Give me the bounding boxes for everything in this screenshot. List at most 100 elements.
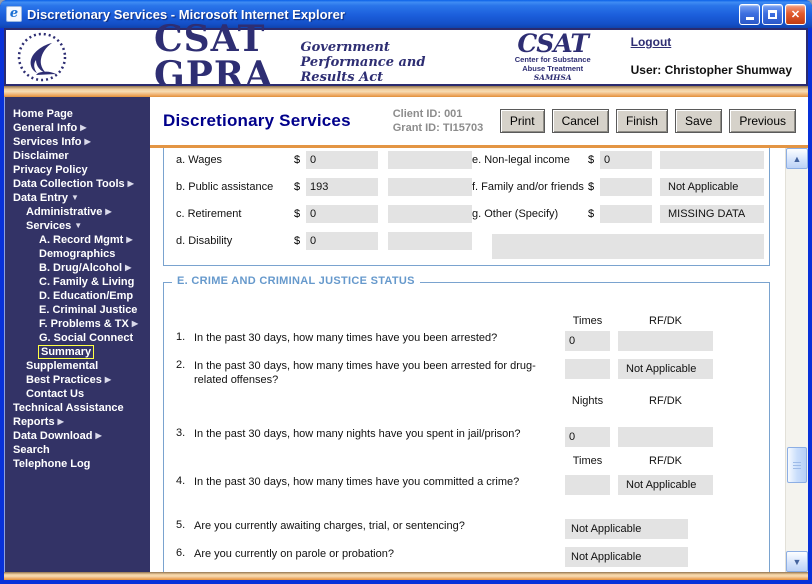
client-id-label: Client ID: 001	[392, 108, 463, 120]
titlebar[interactable]: e Discretionary Services - Microsoft Int…	[0, 0, 812, 28]
sidebar-item-g-social-connect[interactable]: G. Social Connect	[5, 331, 150, 345]
sidebar-item-label: Technical Assistance	[13, 402, 124, 414]
rfdk-field[interactable]: Not Applicable	[618, 359, 713, 379]
rfdk-field[interactable]	[618, 331, 713, 351]
sidebar-item-label: Home Page	[13, 108, 73, 120]
rfdk-field[interactable]: Not Applicable	[618, 475, 713, 495]
vertical-scrollbar[interactable]: ▲ ▼	[785, 148, 808, 572]
field-label: e. Non-legal income	[472, 154, 570, 166]
sidebar-item-f-problems-tx[interactable]: F. Problems & TX ▶	[5, 317, 150, 331]
sidebar-item-contact-us[interactable]: Contact Us	[5, 387, 150, 401]
cancel-button[interactable]: Cancel	[551, 109, 609, 133]
rfdk-field[interactable]: MISSING DATA	[660, 205, 764, 223]
minimize-button[interactable]	[739, 3, 760, 25]
scrollbar-track[interactable]	[786, 169, 808, 551]
sidebar-item-a-record-mgmt[interactable]: A. Record Mgmt ▶	[5, 233, 150, 247]
sidebar-item-reports[interactable]: Reports ▶	[5, 415, 150, 429]
rfdk-field[interactable]: Not Applicable	[660, 178, 764, 196]
sidebar-item-data-entry[interactable]: Data Entry ▼	[5, 191, 150, 205]
sidebar-item-e-criminal-justice[interactable]: E. Criminal Justice	[5, 303, 150, 317]
toolbar: Print Cancel Finish Save Previous	[499, 109, 796, 133]
sidebar-item-telephone-log[interactable]: Telephone Log	[5, 457, 150, 471]
value-field[interactable]: 0	[565, 427, 610, 447]
times-header: Times	[572, 455, 603, 467]
sidebar-item-search[interactable]: Search	[5, 443, 150, 457]
sidebar-item-disclaimer[interactable]: Disclaimer	[5, 149, 150, 163]
sidebar-item-general-info[interactable]: General Info ▶	[5, 121, 150, 135]
sidebar-item-data-download[interactable]: Data Download ▶	[5, 429, 150, 443]
amount-field[interactable]	[600, 205, 652, 223]
sidebar-item-services[interactable]: Services ▼	[5, 219, 150, 233]
sidebar-item-label: B. Drug/Alcohol	[39, 262, 123, 274]
amount-field[interactable]	[600, 178, 652, 196]
scroll-up-button[interactable]: ▲	[786, 148, 808, 169]
logout-link[interactable]: Logout	[630, 35, 672, 49]
value-field[interactable]: Not Applicable	[565, 547, 688, 567]
sidebar-item-d-education-emp[interactable]: D. Education/Emp	[5, 289, 150, 303]
user-label: User: Christopher Shumway	[630, 63, 792, 77]
sidebar-item-privacy-policy[interactable]: Privacy Policy	[5, 163, 150, 177]
sidebar-item-technical-assistance[interactable]: Technical Assistance	[5, 401, 150, 415]
sidebar-item-home-page[interactable]: Home Page	[5, 107, 150, 121]
sidebar-item-best-practices[interactable]: Best Practices ▶	[5, 373, 150, 387]
crime-section-legend: E. CRIME AND CRIMINAL JUSTICE STATUS	[172, 275, 420, 287]
income-row-c-retirement: c. Retirement $0	[176, 205, 472, 223]
sidebar-item-demographics[interactable]: Demographics	[5, 247, 150, 261]
other-specify-field[interactable]	[492, 234, 764, 259]
sidebar-item-administrative[interactable]: Administrative ▶	[5, 205, 150, 219]
rfdk-header: RF/DK	[649, 395, 682, 407]
sidebar-item-summary[interactable]: Summary	[5, 345, 150, 359]
scroll-down-button[interactable]: ▼	[786, 551, 808, 572]
rfdk-field[interactable]	[388, 205, 472, 223]
value-field[interactable]: 0	[565, 331, 610, 351]
chevron-right-icon: ▶	[80, 123, 87, 132]
sidebar-item-label: Supplemental	[26, 360, 99, 372]
rfdk-field[interactable]	[388, 151, 472, 169]
print-button[interactable]: Print	[499, 109, 545, 133]
rfdk-field[interactable]	[388, 178, 472, 196]
field-label: c. Retirement	[176, 208, 242, 220]
column-headers: Times RF/DK	[565, 455, 715, 471]
amount-field[interactable]: 193	[306, 178, 378, 196]
amount-field[interactable]: 0	[306, 151, 378, 169]
window-title: Discretionary Services - Microsoft Inter…	[27, 6, 345, 22]
value-field[interactable]	[565, 475, 610, 495]
sidebar-item-data-collection-tools[interactable]: Data Collection Tools ▶	[5, 177, 150, 191]
question-number: 1.	[176, 331, 186, 343]
arrow-down-icon: ▼	[792, 556, 802, 567]
accent-bar-bottom	[4, 572, 808, 580]
field-label: f. Family and/or friends	[472, 181, 584, 193]
sidebar-item-label: Privacy Policy	[13, 164, 88, 176]
question-number: 5.	[176, 519, 186, 531]
sidebar-item-b-drug-alcohol[interactable]: B. Drug/Alcohol ▶	[5, 261, 150, 275]
amount-field[interactable]: 0	[600, 151, 652, 169]
sidebar-item-supplemental[interactable]: Supplemental	[5, 359, 150, 373]
income-row-e-non-legal-income: e. Non-legal income $0	[472, 151, 764, 169]
internet-explorer-icon: e	[6, 6, 22, 22]
field-label: g. Other (Specify)	[472, 208, 559, 220]
value-field[interactable]: Not Applicable	[565, 519, 688, 539]
rfdk-header: RF/DK	[649, 315, 682, 327]
rfdk-field[interactable]	[660, 151, 764, 169]
sidebar-item-c-family-living[interactable]: C. Family & Living	[5, 275, 150, 289]
value-field[interactable]	[565, 359, 610, 379]
brand-subtitle: Government Performance and Results Act	[300, 40, 426, 85]
amount-field[interactable]: 0	[306, 205, 378, 223]
rfdk-field[interactable]	[388, 232, 472, 250]
finish-button[interactable]: Finish	[615, 109, 668, 133]
income-section: a. Wages $0 b. Public assistance $193 c. Ret…	[163, 148, 770, 266]
question-number: 2.	[176, 359, 186, 371]
close-button[interactable]: ✕	[785, 3, 806, 25]
hhs-logo-icon	[17, 32, 67, 82]
rfdk-field[interactable]	[618, 427, 713, 447]
amount-field[interactable]: 0	[306, 232, 378, 250]
maximize-button[interactable]	[762, 3, 783, 25]
close-icon: ✕	[790, 8, 801, 21]
sidebar-item-label: Demographics	[39, 248, 116, 260]
save-button[interactable]: Save	[674, 109, 723, 133]
previous-button[interactable]: Previous	[729, 109, 796, 133]
csat-logo-title: CSAT	[517, 28, 589, 58]
sidebar-item-services-info[interactable]: Services Info ▶	[5, 135, 150, 149]
scrollbar-thumb[interactable]	[787, 447, 807, 483]
currency-label: $	[294, 181, 301, 193]
